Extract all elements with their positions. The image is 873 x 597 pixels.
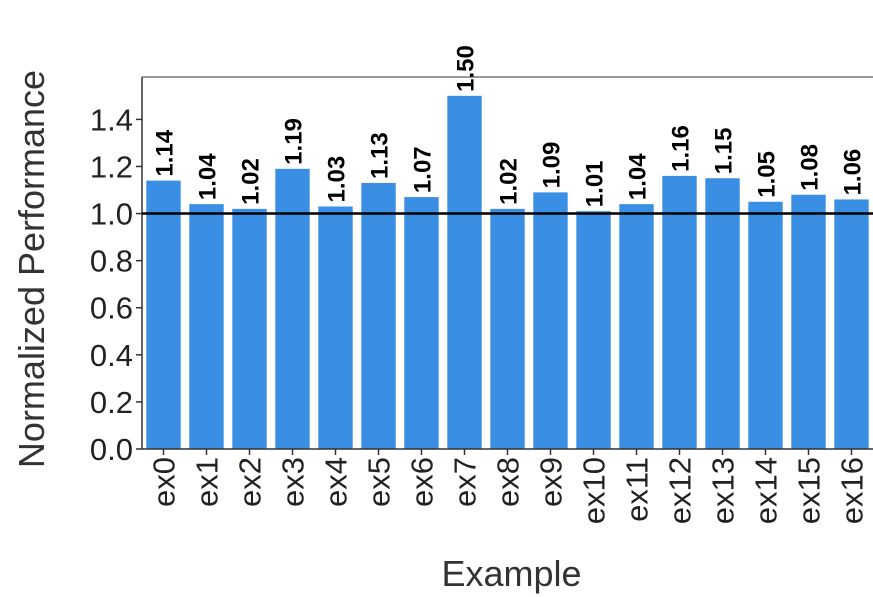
bar-ex3 (275, 168, 310, 449)
x-tick-label-ex4: ex4 (319, 457, 354, 507)
x-tick-label-ex12: ex12 (663, 457, 698, 524)
data-label-ex0: 1.14 (152, 129, 179, 176)
y-axis-label: Normalized Performance (11, 70, 52, 468)
data-label-ex7: 1.50 (453, 45, 480, 92)
bar-ex10 (576, 211, 611, 449)
data-label-ex8: 1.02 (496, 158, 523, 205)
bar-ex16 (834, 199, 869, 449)
bar-ex6 (404, 197, 439, 449)
y-tick-label: 0.6 (90, 291, 133, 326)
x-tick-label-ex10: ex10 (577, 457, 612, 524)
data-label-ex14: 1.05 (754, 151, 781, 198)
x-axis-label: Example (441, 553, 581, 594)
y-tick-label: 1.2 (90, 149, 133, 184)
x-tick-label-ex1: ex1 (190, 457, 225, 507)
x-tick-label-ex7: ex7 (448, 457, 483, 507)
data-labels-group: 1.14 1.04 1.02 1.19 1.03 1.13 1.07 1.50 1.02 1.09… (152, 45, 867, 207)
x-tick-label-ex9: ex9 (534, 457, 569, 507)
x-tick-label-ex5: ex5 (362, 457, 397, 507)
x-tick-label-ex15: ex15 (792, 457, 827, 524)
bar-ex12 (662, 175, 697, 449)
x-tick-label-ex3: ex3 (276, 457, 311, 507)
x-tick-label-ex0: ex0 (147, 457, 182, 507)
data-label-ex12: 1.16 (668, 125, 695, 172)
y-tick-label: 0.2 (90, 385, 133, 420)
y-ticks-group: 0.0 0.2 0.4 0.6 0.8 1.0 1.2 1.4 (90, 102, 142, 467)
bar-ex4 (318, 206, 353, 449)
x-tick-label-ex13: ex13 (706, 457, 741, 524)
bar-ex2 (232, 208, 267, 449)
bar-ex1 (189, 204, 224, 449)
data-label-ex5: 1.13 (367, 132, 394, 179)
data-label-ex1: 1.04 (195, 153, 222, 200)
x-tick-label-ex8: ex8 (491, 457, 526, 507)
bar-ex14 (748, 201, 783, 449)
data-label-ex9: 1.09 (539, 142, 566, 189)
x-tick-label-ex16: ex16 (835, 457, 870, 524)
data-label-ex13: 1.15 (711, 128, 738, 175)
y-tick-label: 1.4 (90, 102, 133, 137)
bar-ex11 (619, 204, 654, 449)
bar-ex0 (146, 180, 181, 449)
x-tick-label-ex6: ex6 (405, 457, 440, 507)
x-tick-label-ex11: ex11 (620, 457, 655, 522)
data-label-ex16: 1.06 (840, 149, 867, 196)
y-tick-label: 0.0 (90, 432, 133, 467)
bar-ex8 (490, 208, 525, 449)
y-tick-label: 0.8 (90, 244, 133, 279)
x-tick-label-ex2: ex2 (233, 457, 268, 507)
bar-ex5 (361, 182, 396, 449)
bars-group (146, 95, 869, 449)
data-label-ex4: 1.03 (324, 156, 351, 203)
data-label-ex2: 1.02 (238, 158, 265, 205)
data-label-ex10: 1.01 (582, 160, 609, 207)
data-label-ex11: 1.04 (625, 153, 652, 200)
data-label-ex3: 1.19 (281, 118, 308, 165)
bar-ex7 (447, 95, 482, 449)
bar-ex15 (791, 194, 826, 449)
bar-ex9 (533, 192, 568, 449)
data-label-ex15: 1.08 (797, 144, 824, 191)
x-tick-label-ex14: ex14 (749, 457, 784, 524)
data-label-ex6: 1.07 (410, 146, 437, 193)
bar-ex13 (705, 178, 740, 449)
y-tick-label: 0.4 (90, 338, 133, 373)
y-tick-label: 1.0 (90, 197, 133, 232)
x-ticks-group: ex0 ex1 ex2 ex3 ex4 ex5 ex6 ex7 ex8 ex9 ex10 ex11 ex… (147, 449, 870, 524)
